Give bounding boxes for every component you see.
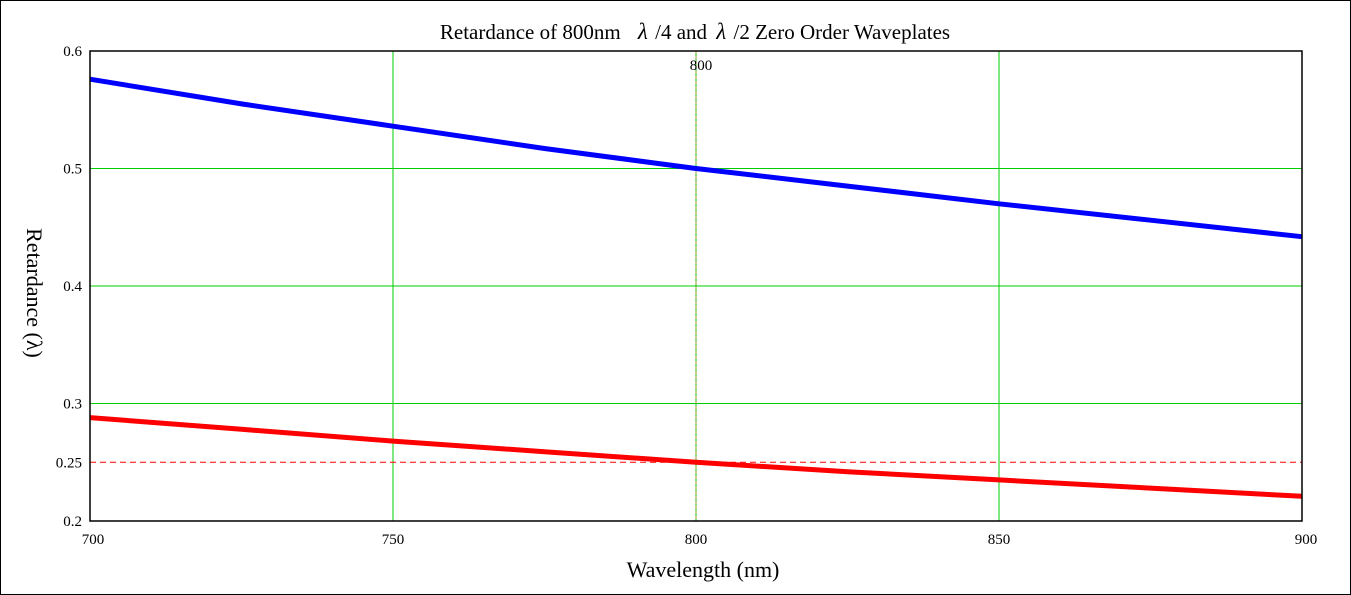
y-tick-label-0_25: 0.25 bbox=[56, 455, 82, 471]
marker-label-x: 800 bbox=[690, 58, 713, 74]
plot-area-border bbox=[89, 50, 1303, 522]
y-axis-label: Retardance (λ) bbox=[22, 228, 47, 358]
chart-title: Retardance of 800nm λ /4 and λ /2 Zero O… bbox=[440, 19, 950, 44]
series-line-2 bbox=[89, 415, 1303, 499]
x-tick-label-850: 850 bbox=[988, 532, 1011, 548]
series-line-1 bbox=[89, 76, 1303, 240]
title-lambda-1: λ bbox=[637, 19, 648, 44]
x-tick-label-800: 800 bbox=[685, 532, 708, 548]
axis-layer bbox=[89, 50, 1303, 522]
title-lambda-2: λ bbox=[715, 19, 726, 44]
title-prefix: Retardance of 800nm bbox=[440, 20, 621, 44]
title-suffix: /2 Zero Order Waveplates bbox=[734, 20, 951, 44]
x-tick-label-900: 900 bbox=[1295, 532, 1318, 548]
title-mid: /4 and bbox=[655, 20, 707, 44]
y-tick-label-0_6: 0.6 bbox=[63, 44, 82, 60]
y-tick-label-0_2: 0.2 bbox=[63, 514, 82, 530]
x-tick-label-700: 700 bbox=[82, 532, 105, 548]
y-tick-label-0_3: 0.3 bbox=[63, 397, 82, 413]
x-axis-label: Wavelength (nm) bbox=[627, 557, 780, 582]
tick-label-layer: 700 750 800 850 900 0.2 0.25 0.3 0.4 0.5 0.6 bbox=[56, 44, 1318, 548]
y-tick-label-0_5: 0.5 bbox=[63, 162, 82, 178]
x-tick-label-750: 750 bbox=[382, 532, 405, 548]
series-layer bbox=[89, 76, 1303, 499]
y-tick-label-0_4: 0.4 bbox=[63, 279, 82, 295]
